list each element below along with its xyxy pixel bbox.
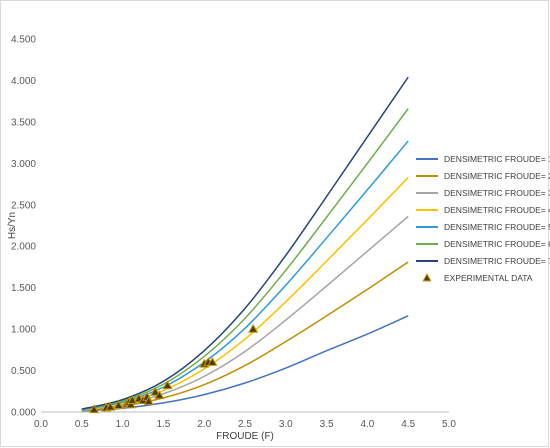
series-line-5 [81, 140, 409, 411]
legend: DENSIMETRIC FROUDE= 1 DENSIMETRIC FROUDE=… [416, 154, 550, 283]
experimental-data-point [88, 404, 100, 414]
x-tick-label: 1.5 [156, 419, 170, 430]
x-tick-label: 4.5 [401, 419, 415, 430]
series-lines [81, 76, 409, 412]
experimental-data-point [143, 396, 154, 405]
legend-label-1: DENSIMETRIC FROUDE= 1 [444, 154, 550, 164]
series-line-6 [81, 108, 409, 411]
legend-label-7: DENSIMETRIC FROUDE= 7 [444, 256, 550, 266]
x-tick-label: 2.5 [238, 419, 252, 430]
y-tick-label: 2.000 [11, 242, 36, 253]
x-tick-label: 5.0 [442, 419, 456, 430]
series-line-3 [81, 215, 409, 411]
y-tick-label: 4.000 [11, 76, 36, 87]
experimental-data-point [248, 323, 259, 333]
x-tick-label: 3.5 [320, 419, 334, 430]
legend-label-4: DENSIMETRIC FROUDE= 4 [444, 205, 550, 215]
y-axis-title: Hs/Yn [7, 212, 18, 239]
y-tick-label: 1.000 [11, 325, 36, 336]
x-tick-label: 0.5 [75, 419, 89, 430]
y-tick-label: 2.500 [11, 200, 36, 211]
legend-label-experimental: EXPERIMENTAL DATA [444, 273, 533, 283]
y-tick-label: 3.500 [11, 117, 36, 128]
y-tick-label: 4.500 [11, 35, 36, 46]
legend-label-3: DENSIMETRIC FROUDE= 3 [444, 188, 550, 198]
legend-label-6: DENSIMETRIC FROUDE= 6 [444, 239, 550, 249]
experimental-data-point [105, 401, 116, 411]
x-tick-label: 3.0 [279, 419, 293, 430]
x-axis-title: FROUDE (F) [216, 431, 274, 442]
x-tick-label: 4.0 [360, 419, 374, 430]
x-tick-label: 2.0 [197, 419, 211, 430]
x-tick-label: 0.0 [34, 419, 48, 430]
experimental-data-point [150, 386, 161, 396]
x-tick-label: 1.0 [116, 419, 130, 430]
y-tick-label: 0.000 [11, 408, 36, 419]
legend-label-5: DENSIMETRIC FROUDE= 5 [444, 222, 550, 232]
experimental-data-point [162, 380, 173, 390]
y-tick-label: 1.500 [11, 283, 36, 294]
experimental-data-point [154, 390, 165, 400]
x-axis: 0.0 0.5 1.0 1.5 2.0 2.5 3.0 3.5 4.0 4.5 5.0 [34, 411, 456, 430]
series-line-2 [81, 261, 409, 412]
legend-triangle-icon [422, 273, 432, 282]
y-tick-label: 0.500 [11, 366, 36, 377]
y-axis: 0.000 0.500 1.000 1.500 2.000 2.500 3.000 3.500… [11, 35, 36, 419]
legend-label-2: DENSIMETRIC FROUDE= 2 [444, 171, 550, 181]
series-line-4 [81, 176, 409, 411]
experimental-points [88, 323, 259, 414]
series-line-7 [81, 76, 409, 410]
experimental-data-point [207, 357, 218, 366]
y-tick-label: 3.000 [11, 159, 36, 170]
experimental-data-point [113, 400, 124, 410]
